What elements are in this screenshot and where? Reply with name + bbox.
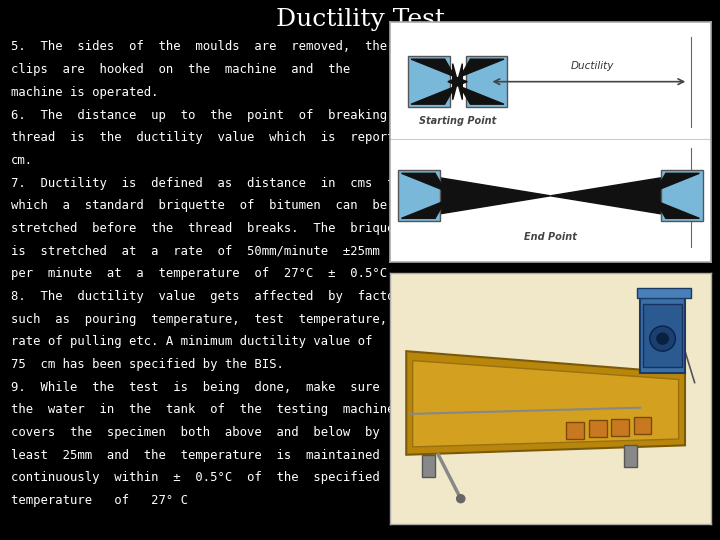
Text: temperature   of   27° C: temperature of 27° C (11, 494, 188, 507)
Text: rate of pulling etc. A minimum ductility value of: rate of pulling etc. A minimum ductility… (11, 335, 372, 348)
Text: 75  cm has been specified by the BIS.: 75 cm has been specified by the BIS. (11, 358, 284, 371)
Text: such  as  pouring  temperature,  test  temperature,: such as pouring temperature, test temper… (11, 313, 387, 326)
Polygon shape (440, 178, 551, 214)
FancyBboxPatch shape (567, 422, 584, 439)
Text: 8.  The  ductility  value  gets  affected  by  factors: 8. The ductility value gets affected by … (11, 290, 409, 303)
Polygon shape (551, 178, 661, 214)
Text: End Point: End Point (524, 232, 577, 242)
Text: least  25mm  and  the  temperature  is  maintained: least 25mm and the temperature is mainta… (11, 449, 379, 462)
Text: Ductility: Ductility (570, 61, 613, 71)
Text: cm.: cm. (11, 154, 33, 167)
FancyBboxPatch shape (611, 418, 629, 436)
FancyBboxPatch shape (624, 446, 637, 467)
Polygon shape (413, 361, 679, 447)
Polygon shape (406, 351, 685, 455)
Polygon shape (644, 173, 699, 218)
Polygon shape (411, 59, 467, 104)
Text: 7.  Ductility  is  defined  as  distance  in  cms  to: 7. Ductility is defined as distance in c… (11, 177, 402, 190)
Text: 5.  The  sides  of  the  moulds  are  removed,  the: 5. The sides of the moulds are removed, … (11, 40, 387, 53)
Text: thread  is  the  ductility  value  which  is  reported  in: thread is the ductility value which is r… (11, 131, 438, 144)
Text: 9.  While  the  test  is  being  done,  make  sure  that: 9. While the test is being done, make su… (11, 381, 424, 394)
Text: is  stretched  at  a  rate  of  50mm/minute  ±25mm: is stretched at a rate of 50mm/minute ±2… (11, 245, 379, 258)
FancyBboxPatch shape (634, 417, 652, 434)
Text: Starting Point: Starting Point (419, 116, 496, 126)
FancyBboxPatch shape (589, 420, 606, 437)
FancyBboxPatch shape (637, 288, 691, 298)
Polygon shape (453, 64, 462, 100)
Circle shape (656, 332, 669, 345)
Text: 6.  The  distance  up  to  the  point  of  breaking  of: 6. The distance up to the point of break… (11, 109, 416, 122)
Text: Ductility Test: Ductility Test (276, 9, 444, 31)
FancyBboxPatch shape (398, 170, 440, 221)
Polygon shape (448, 59, 504, 104)
Polygon shape (402, 173, 457, 218)
Circle shape (456, 494, 466, 503)
FancyBboxPatch shape (661, 170, 703, 221)
Text: stretched  before  the  thread  breaks.  The  briquette: stretched before the thread breaks. The … (11, 222, 416, 235)
FancyBboxPatch shape (408, 56, 449, 107)
Text: machine is operated.: machine is operated. (11, 86, 158, 99)
Text: clips  are  hooked  on  the  machine  and  the: clips are hooked on the machine and the (11, 63, 350, 76)
Polygon shape (640, 298, 685, 373)
Text: continuously  within  ±  0.5°C  of  the  specified: continuously within ± 0.5°C of the speci… (11, 471, 379, 484)
Circle shape (649, 326, 675, 351)
FancyBboxPatch shape (422, 455, 435, 477)
Text: which  a  standard  briquette  of  bitumen  can  be: which a standard briquette of bitumen ca… (11, 199, 387, 212)
Text: per  minute  at  a  temperature  of  27°C  ±  0.5°C.: per minute at a temperature of 27°C ± 0.… (11, 267, 395, 280)
FancyBboxPatch shape (466, 56, 507, 107)
Text: covers  the  specimen  both  above  and  below  by  at: covers the specimen both above and below… (11, 426, 409, 439)
Text: the  water  in  the  tank  of  the  testing  machine: the water in the tank of the testing mac… (11, 403, 395, 416)
FancyBboxPatch shape (644, 304, 682, 367)
